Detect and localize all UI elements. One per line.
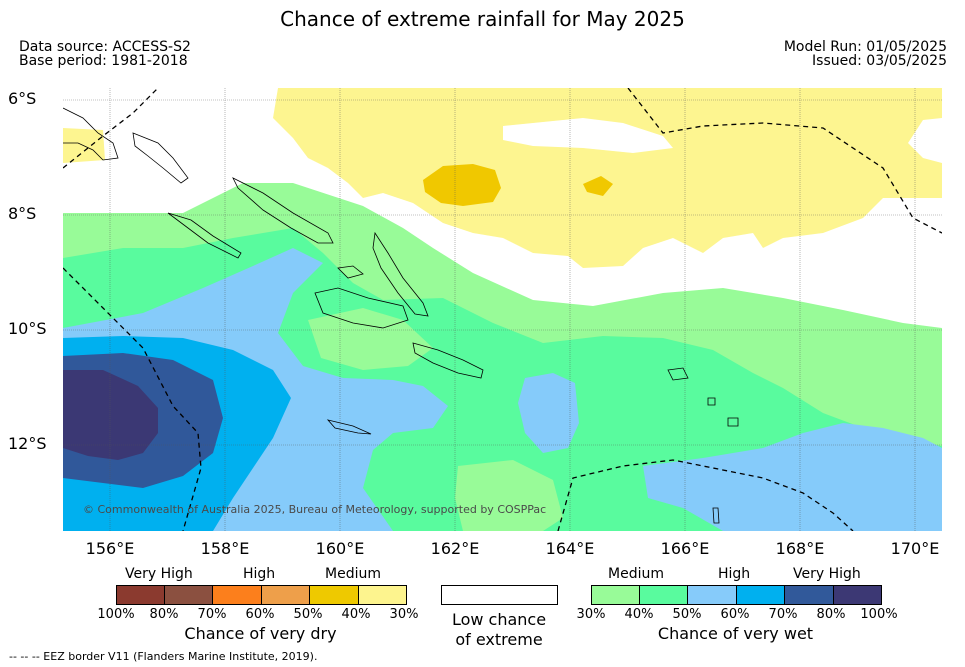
dry-swatch-60-50	[262, 586, 310, 604]
model-run-text: Model Run: 01/05/2025	[783, 39, 947, 55]
low-chance-label-line2: of extreme	[455, 630, 543, 649]
dry-high-region	[273, 88, 942, 268]
wet-tick-30: 30%	[576, 607, 606, 622]
eez-borders	[63, 88, 942, 531]
wet-swatch-70-80	[785, 586, 834, 604]
wet-swatch-40-50	[640, 586, 688, 604]
wet-50-patch-mid	[518, 373, 579, 453]
dry-heading-medium: Medium	[325, 566, 381, 582]
dry-swatch-100-80	[117, 586, 165, 604]
eez-footer-note: -- -- -- EEZ border V11 (Flanders Marine…	[9, 650, 318, 663]
guadalcanal-coast	[314, 287, 409, 329]
choiseul-coast	[132, 132, 189, 184]
wet-colorbar	[591, 585, 882, 605]
lon-label-170e: 170°E	[890, 539, 940, 558]
wet-swatch-50-60	[688, 586, 737, 604]
dry-swatch-40-30	[359, 586, 406, 604]
map-credit: © Commonwealth of Australia 2025, Bureau…	[83, 503, 547, 516]
coastlines	[63, 107, 739, 524]
rainfall-map	[63, 88, 942, 531]
wet-swatch-60-70	[737, 586, 785, 604]
lat-label-6s: 6°S	[8, 89, 37, 108]
dry-swatch-80-70	[165, 586, 213, 604]
wet-tick-70: 70%	[768, 607, 798, 622]
dry-swatch-50-40	[310, 586, 359, 604]
bougainville-coast	[63, 107, 119, 161]
wet-medium-patch-central	[308, 308, 433, 370]
low-chance-label: Low chance of extreme	[430, 610, 568, 650]
dry-tick-70: 70%	[197, 607, 227, 622]
meta-left: Data source: ACCESS-S2 Base period: 1981…	[19, 40, 191, 68]
wet-tick-50: 50%	[672, 607, 702, 622]
new-georgia-coast	[167, 212, 242, 259]
lon-label-166e: 166°E	[660, 539, 710, 558]
wet-50-patch-se	[643, 423, 942, 531]
low-chance-label-line1: Low chance	[451, 610, 547, 629]
wet-swatch-30-40	[592, 586, 640, 604]
lon-label-160e: 160°E	[315, 539, 365, 558]
dry-colorbar	[116, 585, 407, 605]
lon-label-158e: 158°E	[200, 539, 250, 558]
rennell-coast	[326, 419, 372, 435]
lat-label-8s: 8°S	[8, 204, 37, 223]
low-chance-hole	[503, 118, 673, 153]
lon-label-156e: 156°E	[85, 539, 135, 558]
data-source-text: Data source: ACCESS-S2	[19, 39, 191, 55]
dry-tick-60: 60%	[245, 607, 275, 622]
lon-label-168e: 168°E	[775, 539, 825, 558]
wet-colorbar-label: Chance of very wet	[657, 624, 814, 643]
chart-title: Chance of extreme rainfall for May 2025	[280, 7, 685, 31]
dry-colorbar-label: Chance of very dry	[184, 624, 337, 643]
graticule	[63, 88, 942, 531]
meta-right: Model Run: 01/05/2025 Issued: 03/05/2025	[784, 40, 947, 68]
issued-text: Issued: 03/05/2025	[812, 53, 947, 69]
eez-border-png-south	[63, 267, 202, 531]
santa-cruz-coast	[667, 367, 689, 381]
small-island-1	[727, 417, 739, 427]
vanikoro-coast	[707, 397, 716, 406]
lat-label-12s: 12°S	[8, 434, 47, 453]
eez-border-nauru	[627, 88, 942, 234]
wet-heading-high: High	[718, 566, 751, 582]
dry-heading-very-high: Very High	[125, 566, 193, 582]
lat-label-10s: 10°S	[8, 319, 47, 338]
dry-medium-region-small	[583, 176, 613, 196]
malaita-coast	[372, 231, 429, 317]
dry-tick-40: 40%	[341, 607, 371, 622]
wet-heading-very-high: Very High	[793, 566, 861, 582]
base-period-text: Base period: 1981-2018	[19, 53, 188, 69]
wet-tick-80: 80%	[816, 607, 846, 622]
dry-heading-high: High	[243, 566, 276, 582]
dry-swatch-70-60	[213, 586, 262, 604]
makira-coast	[412, 342, 484, 379]
wet-tick-60: 60%	[720, 607, 750, 622]
dry-tick-50: 50%	[293, 607, 323, 622]
low-chance-swatch	[441, 585, 558, 605]
eez-border-vanuatu	[557, 459, 854, 531]
wet-heading-medium: Medium	[608, 566, 664, 582]
lon-label-164e: 164°E	[545, 539, 595, 558]
wet-80-region	[63, 370, 158, 460]
wet-medium-patch-south	[455, 460, 563, 531]
dry-medium-region	[423, 164, 501, 206]
wet-tick-100: 100%	[860, 607, 898, 622]
dry-tick-80: 80%	[149, 607, 179, 622]
wet-swatch-80-100	[834, 586, 881, 604]
small-island-2	[712, 507, 720, 524]
lon-label-162e: 162°E	[430, 539, 480, 558]
santa-isabel-coast	[232, 177, 334, 244]
dry-tick-30: 30%	[389, 607, 419, 622]
nggela-coast	[337, 265, 364, 279]
dry-tick-100: 100%	[97, 607, 135, 622]
wet-tick-40: 40%	[624, 607, 654, 622]
